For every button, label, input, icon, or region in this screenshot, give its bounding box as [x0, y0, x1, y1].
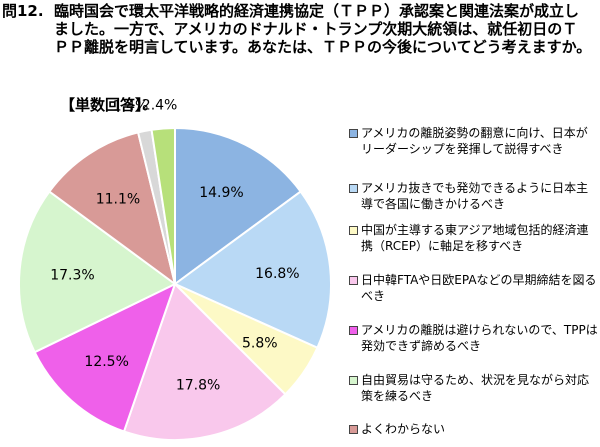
legend-swatch	[349, 276, 358, 285]
legend-label: よくわからない	[361, 422, 446, 436]
legend-label: アメリカ抜きでも発効できるように日本主導で各国に働きかけるべき	[361, 181, 589, 211]
pie-slice	[33, 282, 177, 433]
pie-slice	[18, 190, 177, 354]
legend-swatch	[349, 326, 358, 335]
legend-swatch	[349, 184, 358, 193]
legend-label: アメリカの離脱は避けられないので、TPPは発効できず諦めるべき	[361, 323, 598, 353]
pie-slice	[174, 126, 303, 286]
legend-label: 中国が主導する東アジア地域包括的経済連携（RCEP）に軸足を移すべき	[361, 223, 589, 253]
pie-slice	[47, 131, 177, 287]
legend-swatch	[349, 129, 358, 138]
slice-data-label: 16.8%	[255, 266, 299, 282]
pie-slice	[150, 126, 176, 285]
slice-data-label: 5.8%	[242, 335, 278, 351]
slice-data-label: 2.4%	[142, 98, 178, 114]
pie-slice	[122, 282, 287, 441]
question-number: 問12.	[2, 2, 44, 20]
slice-data-label: 1.4%	[113, 98, 149, 114]
slice-data-label: 17.3%	[50, 268, 94, 284]
slice-data-label: 17.8%	[176, 377, 220, 393]
slice-data-label: 11.1%	[96, 191, 140, 207]
legend-swatch	[349, 226, 358, 235]
question-text: 臨時国会で環太平洋戦略的経済連携協定（ＴＰＰ）承認案と関連法案が成立しました。一…	[54, 2, 592, 56]
answer-type-label: 【単数回答】	[60, 96, 151, 114]
legend-label: 自由貿易は守るため、状況を見ながら対応策を練るべき	[361, 373, 590, 403]
legend-swatch	[349, 425, 358, 434]
slice-data-label: 12.5%	[84, 354, 128, 370]
legend-label: アメリカの離脱姿勢の翻意に向け、日本がリーダーシップを発揮して説得すべき	[361, 126, 588, 156]
legend-swatch	[349, 376, 358, 385]
slice-data-label: 14.9%	[199, 185, 243, 201]
legend-label: 日中韓FTAや日欧EPAなどの早期締結を図るべき	[361, 273, 597, 303]
pie-slice	[173, 190, 332, 350]
